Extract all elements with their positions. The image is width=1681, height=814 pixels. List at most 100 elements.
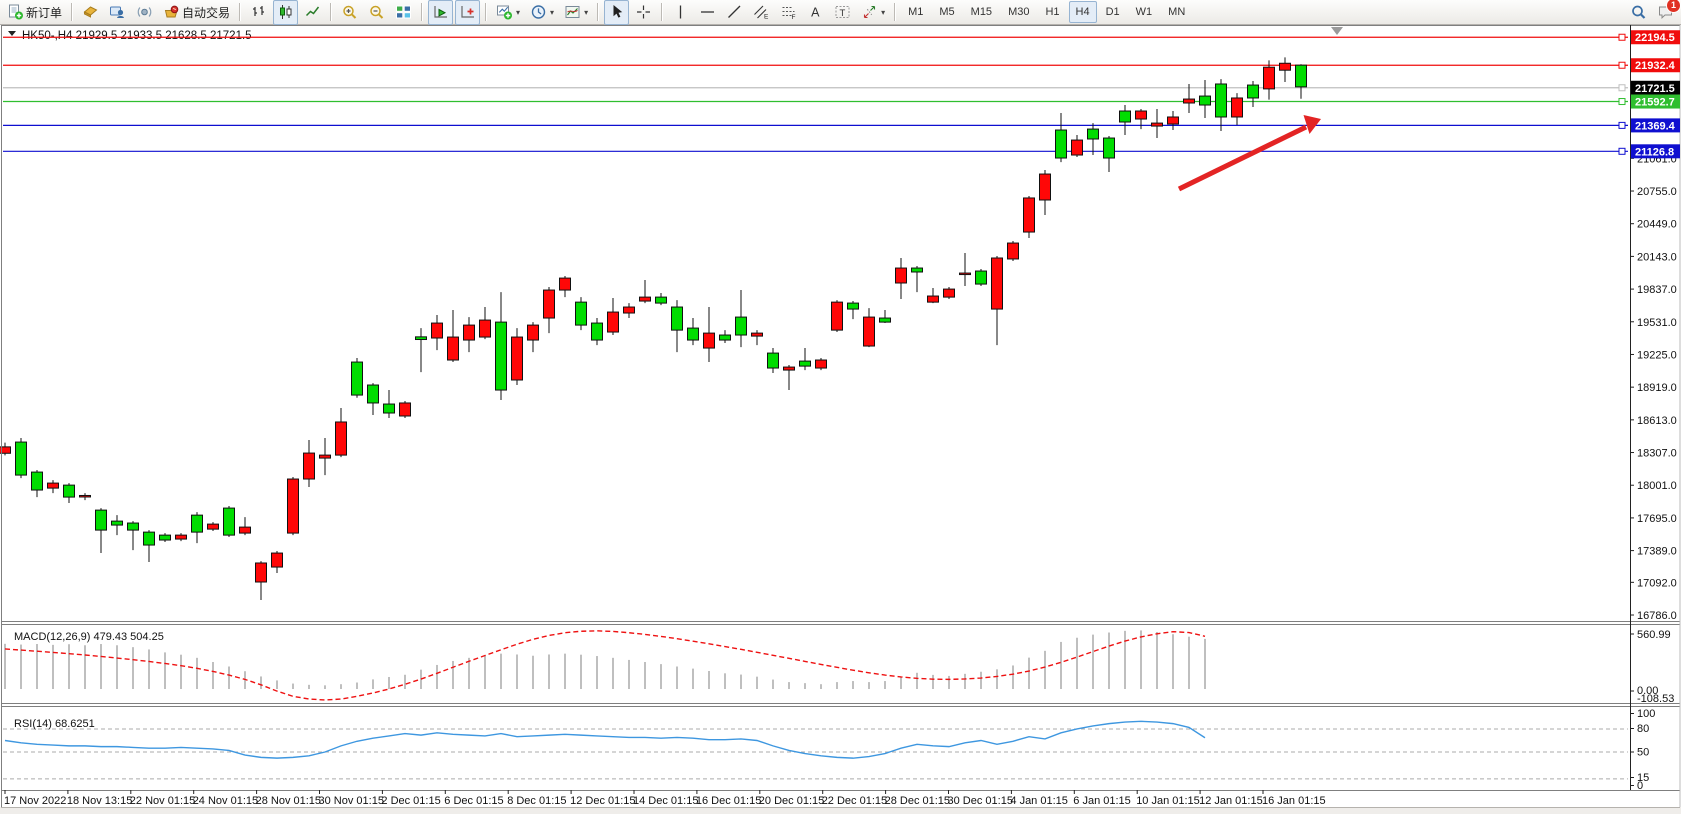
trendline-button[interactable] bbox=[722, 0, 747, 25]
zoom-in-button[interactable] bbox=[337, 0, 362, 25]
timeframe-w1-button[interactable]: W1 bbox=[1135, 6, 1153, 18]
hline-price-label-bg bbox=[1631, 80, 1680, 95]
crosshair-icon bbox=[635, 4, 652, 20]
hline-price-label-bg bbox=[1631, 144, 1680, 159]
navigator-button[interactable] bbox=[132, 0, 157, 25]
profiles-button[interactable]: ▾ bbox=[526, 0, 558, 25]
candle-body-bull bbox=[1199, 95, 1211, 106]
auto-scroll-button[interactable] bbox=[428, 0, 454, 25]
candle-body-bull bbox=[367, 384, 379, 404]
time-axis-label: 12 Dec 01:15 bbox=[570, 795, 635, 807]
text-icon: A bbox=[807, 4, 824, 20]
market-watch-button[interactable] bbox=[78, 0, 103, 25]
crosshair-button[interactable] bbox=[631, 0, 656, 25]
text-label-icon: T bbox=[834, 4, 851, 20]
symbol-dropdown-icon bbox=[8, 31, 16, 36]
candle-body-bear bbox=[303, 452, 315, 480]
tile-windows-button[interactable] bbox=[391, 0, 416, 25]
candle-body-bull bbox=[127, 522, 139, 531]
candlestick-chart-button[interactable] bbox=[273, 0, 299, 25]
price-tick-label: 20755.0 bbox=[1637, 186, 1677, 198]
candle-body-bear bbox=[207, 523, 219, 530]
candle-body-bear bbox=[1183, 98, 1195, 104]
text-label-button[interactable]: T bbox=[830, 0, 855, 25]
search-button[interactable] bbox=[1626, 0, 1651, 25]
line-chart-button[interactable] bbox=[300, 0, 325, 25]
timeframe-m15-button[interactable]: M15 bbox=[970, 6, 993, 18]
candle-body-bull bbox=[1103, 137, 1115, 159]
candle-body-bull bbox=[415, 336, 427, 341]
price-tick-label: 19837.0 bbox=[1637, 284, 1677, 296]
candle-body-bull bbox=[911, 267, 923, 273]
timeframe-d1-button[interactable]: D1 bbox=[1105, 6, 1120, 18]
hline-end-marker bbox=[1618, 98, 1626, 106]
new-order-button[interactable]: 新订单 bbox=[3, 0, 66, 25]
price-tick-label: 20449.0 bbox=[1637, 219, 1677, 231]
timeframe-m1-button[interactable]: M1 bbox=[908, 6, 924, 18]
candle-body-bull bbox=[591, 322, 603, 341]
candle-body-bear bbox=[431, 322, 443, 339]
candle-body-bear bbox=[863, 316, 875, 347]
notification-badge: 1 bbox=[1666, 0, 1681, 13]
dropdown-caret-icon: ▾ bbox=[584, 7, 589, 17]
chart-shift-button[interactable] bbox=[455, 0, 481, 25]
price-tick-label: 16786.0 bbox=[1637, 610, 1677, 622]
new-chart-button[interactable]: ▾ bbox=[492, 0, 524, 25]
candle-body-bear bbox=[959, 272, 971, 276]
vertical-line-button[interactable] bbox=[668, 0, 693, 25]
timeframe-m5-button[interactable]: M5 bbox=[939, 6, 955, 18]
time-axis-label: 8 Dec 01:15 bbox=[507, 795, 566, 807]
trend-arrow-head bbox=[1303, 115, 1321, 134]
macd-label: MACD(12,26,9) 479.43 504.25 bbox=[14, 631, 164, 643]
chart-title-ohlc: HK50-,H4 21929.5 21933.5 21628.5 21721.5 bbox=[22, 30, 252, 42]
candle-body-bear bbox=[479, 319, 491, 338]
dropdown-caret-icon: ▾ bbox=[516, 7, 521, 17]
template-button[interactable]: ▾ bbox=[560, 0, 592, 25]
timeframe-h1-button[interactable]: H1 bbox=[1045, 6, 1060, 18]
autotrading-icon bbox=[163, 4, 180, 20]
candle-body-bear bbox=[1231, 97, 1243, 118]
candle-body-bear bbox=[1007, 242, 1019, 260]
candle-body-bear bbox=[1023, 197, 1035, 233]
candle-body-bear bbox=[783, 366, 795, 371]
cursor-button[interactable] bbox=[604, 0, 630, 25]
time-axis-label: 6 Dec 01:15 bbox=[444, 795, 503, 807]
rsi-axis-label: 50 bbox=[1637, 747, 1649, 759]
bar-chart-button[interactable] bbox=[246, 0, 271, 25]
fibonacci-button[interactable]: F bbox=[776, 0, 801, 25]
equidistant-channel-button[interactable]: E bbox=[749, 0, 774, 25]
horizontal-line-button[interactable] bbox=[695, 0, 720, 25]
candle-body-bull bbox=[1215, 83, 1227, 118]
tile-windows-icon bbox=[395, 4, 412, 20]
timeframe-mn-button[interactable]: MN bbox=[1168, 6, 1186, 18]
timeframe-h4-button[interactable]: H4 bbox=[1068, 1, 1097, 23]
candle-body-bull bbox=[767, 352, 779, 369]
candle-body-bull bbox=[383, 403, 395, 414]
price-tick-label: 19531.0 bbox=[1637, 317, 1677, 329]
price-tick-label: 19225.0 bbox=[1637, 349, 1677, 361]
hline-price-label: 21592.7 bbox=[1635, 97, 1675, 109]
text-button[interactable]: A bbox=[803, 0, 828, 25]
candle-body-bear bbox=[1167, 116, 1179, 125]
autotrading-button-label: 自动交易 bbox=[182, 5, 231, 20]
candle-body-bull bbox=[1087, 128, 1099, 140]
template-icon bbox=[564, 4, 581, 20]
hline-icon bbox=[699, 4, 716, 20]
autotrading-button[interactable]: 自动交易 bbox=[159, 0, 234, 25]
candle-body-bear bbox=[559, 277, 571, 291]
toolbar-separator bbox=[485, 3, 488, 21]
hline-price-label-bg bbox=[1631, 94, 1680, 109]
notifications-button[interactable]: 1 bbox=[1653, 0, 1681, 25]
arrows-button[interactable]: ▾ bbox=[857, 0, 889, 25]
candle-body-bear bbox=[399, 402, 411, 417]
data-window-button[interactable] bbox=[105, 0, 130, 25]
rsi-axis-label: 100 bbox=[1637, 708, 1655, 720]
candle-body-bear bbox=[607, 311, 619, 333]
channel-icon: E bbox=[753, 4, 770, 20]
new-order-button-label: 新订单 bbox=[26, 5, 63, 20]
time-axis-label: 17 Nov 2022 bbox=[4, 795, 66, 807]
zoom-out-button[interactable] bbox=[364, 0, 389, 25]
timeframe-m30-button[interactable]: M30 bbox=[1008, 6, 1030, 18]
